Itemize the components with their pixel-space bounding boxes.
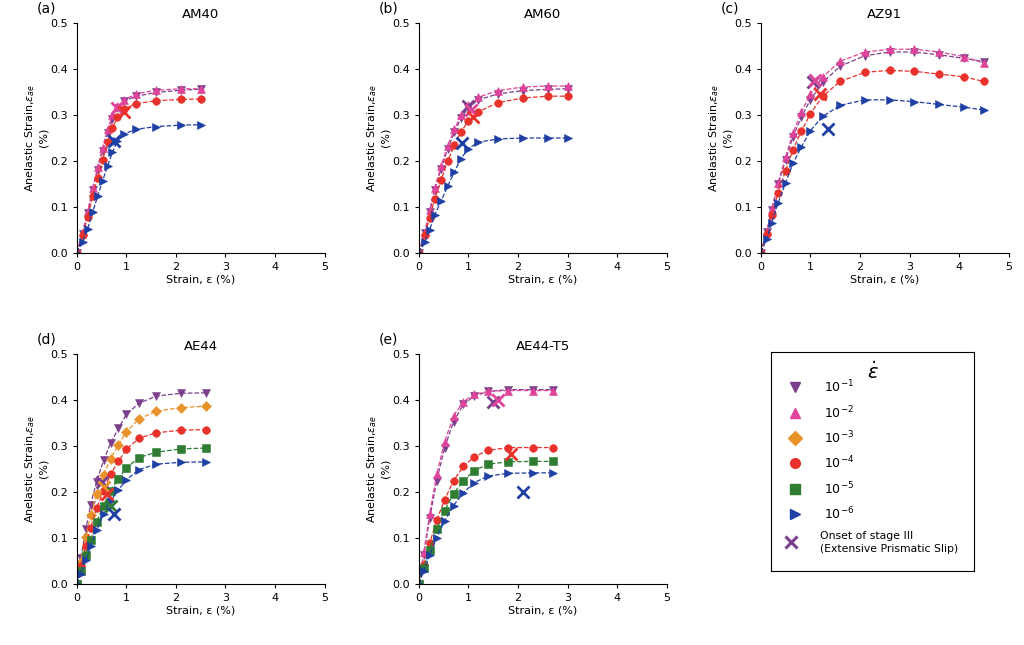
X-axis label: Strain, ε (%): Strain, ε (%) (850, 274, 920, 284)
Title: AZ91: AZ91 (867, 8, 902, 21)
Text: $10^{-1}$: $10^{-1}$ (824, 379, 854, 395)
Y-axis label: Anelastic Strain,$\varepsilon_{ae}$
(%): Anelastic Strain,$\varepsilon_{ae}$ (%) (24, 84, 48, 192)
X-axis label: Strain, ε (%): Strain, ε (%) (508, 606, 578, 615)
Text: $10^{-6}$: $10^{-6}$ (824, 506, 854, 522)
Title: AM60: AM60 (524, 8, 561, 21)
Text: $10^{-4}$: $10^{-4}$ (824, 455, 854, 471)
Title: AE44: AE44 (183, 339, 218, 353)
Text: $\dot{\varepsilon}$: $\dot{\varepsilon}$ (866, 361, 879, 382)
Text: (c): (c) (721, 2, 739, 15)
Text: $10^{-2}$: $10^{-2}$ (824, 404, 854, 421)
Text: (b): (b) (379, 2, 399, 15)
X-axis label: Strain, ε (%): Strain, ε (%) (166, 606, 236, 615)
Text: (e): (e) (379, 333, 398, 347)
Y-axis label: Anelastic Strain,$\varepsilon_{ae}$
(%): Anelastic Strain,$\varepsilon_{ae}$ (%) (366, 415, 390, 522)
Title: AE44-T5: AE44-T5 (516, 339, 569, 353)
Title: AM40: AM40 (182, 8, 219, 21)
Text: $10^{-3}$: $10^{-3}$ (824, 430, 854, 446)
X-axis label: Strain, ε (%): Strain, ε (%) (508, 274, 578, 284)
Text: $10^{-5}$: $10^{-5}$ (824, 481, 854, 497)
Text: (a): (a) (37, 2, 56, 15)
Text: (d): (d) (37, 333, 57, 347)
Text: Onset of stage III
(Extensive Prismatic Slip): Onset of stage III (Extensive Prismatic … (820, 531, 958, 554)
Y-axis label: Anelastic Strain,$\varepsilon_{ae}$
(%): Anelastic Strain,$\varepsilon_{ae}$ (%) (366, 84, 390, 192)
Y-axis label: Anelastic Strain,$\varepsilon_{ae}$
(%): Anelastic Strain,$\varepsilon_{ae}$ (%) (708, 84, 732, 192)
Y-axis label: Anelastic Strain,$\varepsilon_{ae}$
(%): Anelastic Strain,$\varepsilon_{ae}$ (%) (24, 415, 48, 522)
X-axis label: Strain, ε (%): Strain, ε (%) (166, 274, 236, 284)
